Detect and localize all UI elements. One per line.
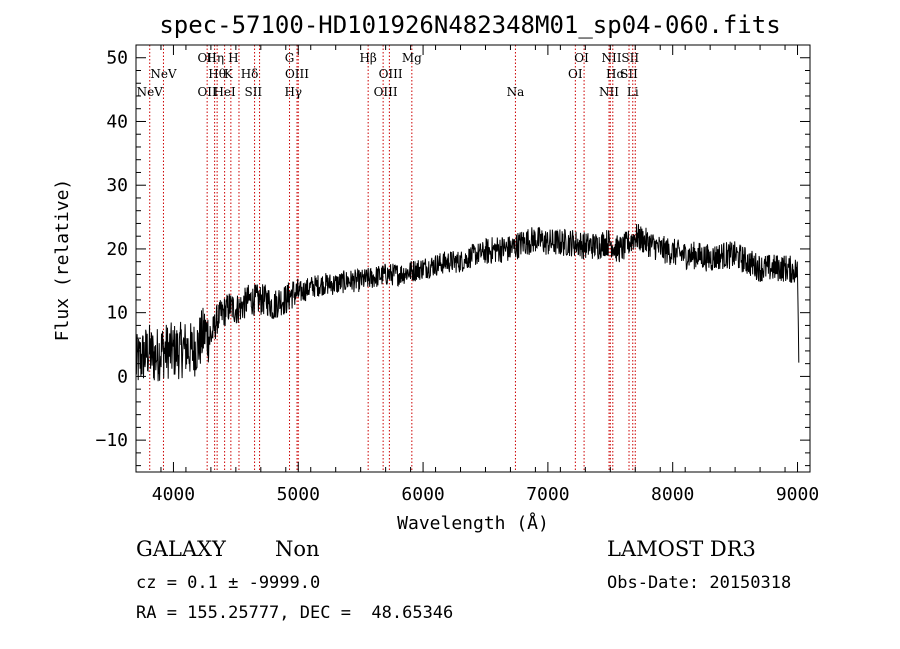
x-tick-label: 9000 xyxy=(776,484,819,505)
survey-name: LAMOST DR3 xyxy=(607,537,756,561)
y-tick-label: 0 xyxy=(117,366,128,387)
y-axis-label: Flux (relative) xyxy=(52,179,73,342)
chart-title: spec-57100-HD101926N482348M01_sp04-060.f… xyxy=(159,11,780,39)
y-axis-ticks: −10 0 10 20 30 40 50 xyxy=(95,44,810,467)
line-label: G xyxy=(285,51,295,65)
line-label: OIII xyxy=(285,67,309,81)
line-label: SII xyxy=(244,85,262,99)
line-label: H xyxy=(228,51,238,65)
x-tick-label: 7000 xyxy=(526,484,569,505)
line-label: SII xyxy=(621,51,639,65)
x-axis-label: Wavelength (Å) xyxy=(397,512,549,534)
y-tick-label: 10 xyxy=(106,303,128,324)
y-tick-label: 20 xyxy=(106,239,128,260)
emission-line-markers xyxy=(149,45,636,472)
line-label: NII xyxy=(602,51,622,65)
line-label: Hθ xyxy=(208,67,226,81)
line-label: K xyxy=(224,67,234,81)
line-label: Hβ xyxy=(359,51,376,65)
line-label: OIII xyxy=(374,85,398,99)
line-label: NII xyxy=(599,85,619,99)
line-label: Hη xyxy=(206,51,224,65)
x-tick-label: 6000 xyxy=(401,484,444,505)
line-label: NeV xyxy=(150,67,177,81)
object-class: GALAXY xyxy=(136,537,226,561)
line-label: Na xyxy=(507,85,525,99)
line-label: Hα xyxy=(606,67,625,81)
y-tick-label: 50 xyxy=(106,48,128,69)
spectrum-line xyxy=(135,223,800,382)
line-label: OII xyxy=(197,51,217,65)
x-tick-label: 8000 xyxy=(651,484,694,505)
x-tick-label: 4000 xyxy=(152,484,195,505)
line-label: OI xyxy=(568,67,583,81)
observation-date: Obs-Date: 20150318 xyxy=(607,573,792,593)
line-label: OI xyxy=(574,51,589,65)
line-label: Li xyxy=(627,85,639,99)
line-label: OIII xyxy=(379,67,403,81)
line-label: NeV xyxy=(137,85,164,99)
line-label: SII xyxy=(620,67,638,81)
y-tick-label: −10 xyxy=(95,430,128,451)
x-axis-ticks: 4000 5000 6000 7000 8000 9000 xyxy=(135,45,819,505)
line-label: HeI xyxy=(213,85,236,99)
y-tick-label: 40 xyxy=(106,111,128,132)
x-tick-label: 5000 xyxy=(277,484,320,505)
redshift-cz: cz = 0.1 ± -9999.0 xyxy=(136,573,321,593)
line-label: Hγ xyxy=(284,85,302,99)
line-label: Hδ xyxy=(241,67,259,81)
sky-coordinates: RA = 155.25777, DEC = 48.65346 xyxy=(136,603,454,623)
y-tick-label: 30 xyxy=(106,175,128,196)
line-label: OII xyxy=(197,85,217,99)
plot-frame xyxy=(135,44,811,473)
line-label: Mg xyxy=(402,51,422,65)
object-subclass: Non xyxy=(275,537,320,561)
